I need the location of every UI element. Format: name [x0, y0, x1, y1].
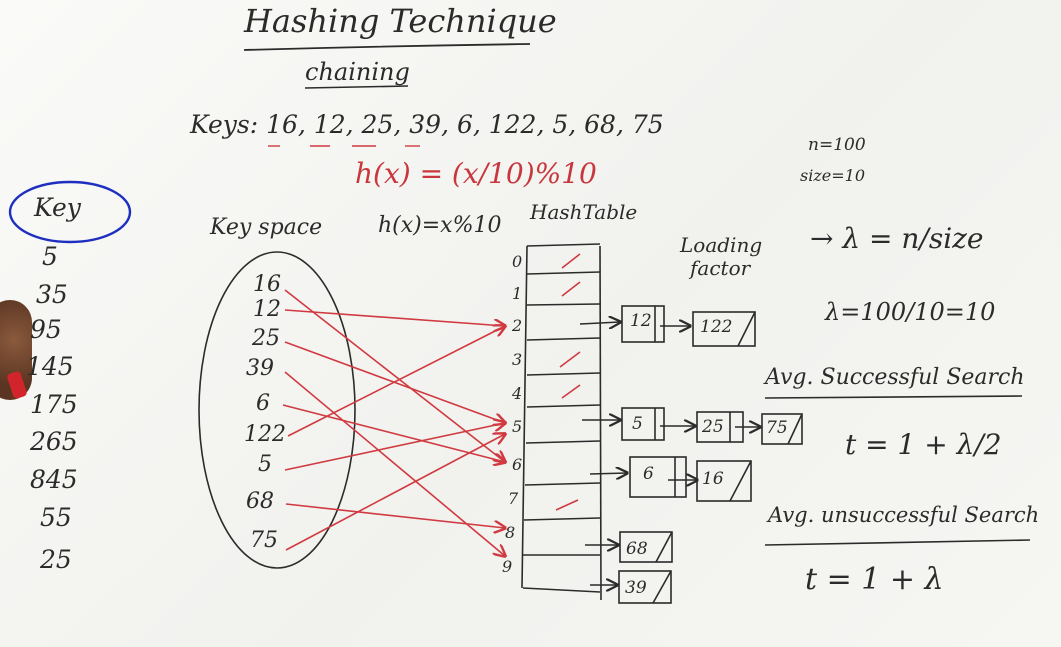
hash-function: h(x)=x%10 — [378, 213, 502, 238]
table-index: 3 — [512, 350, 523, 369]
key-value: 35 — [36, 280, 68, 309]
keyspace-value: 6 — [256, 391, 270, 416]
key-value: 95 — [30, 315, 62, 344]
chain-node-value: 25 — [702, 417, 724, 437]
title: Hashing Technique — [244, 2, 557, 40]
succ-underline — [764, 395, 1023, 399]
title-underline — [243, 43, 531, 51]
subtitle: chaining — [305, 58, 410, 86]
key-value: 265 — [30, 427, 78, 456]
lambda-calc: λ=100/10=10 — [825, 298, 996, 326]
key-value: 145 — [26, 352, 74, 381]
keyspace-value: 68 — [246, 489, 274, 514]
keyspace-value: 75 — [250, 528, 278, 553]
size-value: size=10 — [800, 166, 865, 185]
keyspace-value: 39 — [246, 356, 274, 381]
key-space-ellipse — [198, 251, 356, 569]
successful-search-label: Avg. Successful Search — [765, 365, 1025, 390]
table-index: 2 — [512, 316, 523, 335]
chain-node-value: 75 — [766, 418, 788, 438]
table-index: 9 — [502, 557, 513, 576]
unsucc-underline — [764, 539, 1031, 546]
key-value: 55 — [40, 503, 72, 532]
key-value: 5 — [42, 242, 58, 271]
table-index: 8 — [505, 523, 516, 542]
keyspace-value: 5 — [258, 452, 272, 477]
key-value: 25 — [40, 545, 72, 574]
keyspace-value: 25 — [252, 326, 280, 351]
hash-function-red: h(x) = (x/10)%10 — [355, 157, 597, 190]
chain-node-value: 6 — [643, 464, 654, 484]
table-index: 1 — [512, 284, 523, 303]
factor-label: factor — [690, 256, 751, 280]
table-index: 0 — [512, 252, 523, 271]
keys-line: Keys: 16, 12, 25, 39, 6, 122, 5, 68, 75 — [190, 110, 664, 139]
unsuccessful-formula: t = 1 + λ — [805, 562, 944, 597]
hash-table — [521, 243, 602, 601]
lambda-definition: → λ = n/size — [810, 222, 984, 255]
loading-label: Loading — [680, 233, 763, 257]
key-value: 845 — [30, 465, 78, 494]
chain-node-value: 12 — [630, 311, 652, 331]
unsuccessful-search-label: Avg. unsuccessful Search — [768, 503, 1040, 527]
null-slashes — [555, 253, 581, 511]
chain-node-value: 16 — [702, 469, 724, 489]
key-value: 175 — [30, 390, 78, 419]
chains — [579, 305, 803, 604]
key-column-header: Key — [34, 193, 81, 222]
table-index: 4 — [512, 384, 523, 403]
n-value: n=100 — [808, 135, 866, 155]
chain-node-value: 68 — [626, 539, 648, 559]
keyspace-value: 12 — [253, 297, 281, 322]
hashtable-label: HashTable — [530, 200, 638, 224]
subtitle-underline — [304, 85, 409, 89]
successful-formula: t = 1 + λ/2 — [845, 428, 1002, 461]
chain-node-value: 39 — [625, 578, 647, 598]
table-index: 6 — [512, 455, 523, 474]
keyspace-value: 16 — [253, 272, 281, 297]
mapping-arrows — [282, 289, 505, 556]
keyspace-value: 122 — [244, 422, 286, 447]
key-space-label: Key space — [210, 215, 323, 240]
chain-node-value: 122 — [700, 317, 733, 337]
chain-node-value: 5 — [632, 414, 643, 434]
table-index: 5 — [512, 417, 523, 436]
key-highlight-circle — [8, 180, 132, 244]
table-index: 7 — [508, 489, 519, 508]
